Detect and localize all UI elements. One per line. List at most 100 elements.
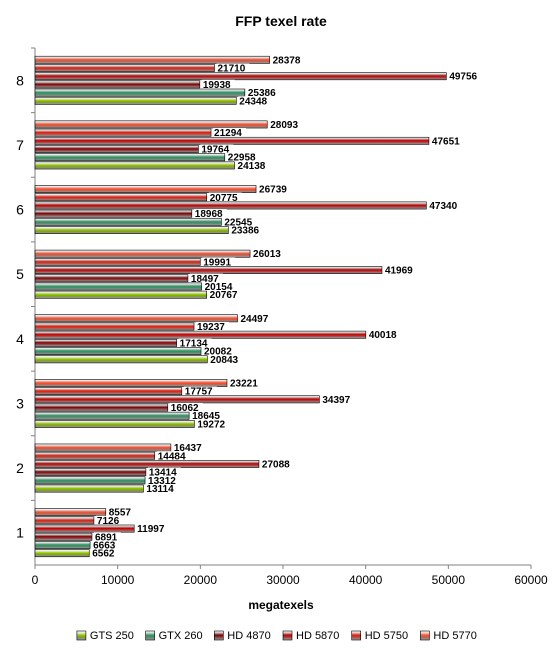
data-label-box — [201, 79, 235, 90]
data-label: 13114 — [146, 484, 174, 495]
data-label: 17134 — [180, 338, 208, 349]
data-label-box — [208, 192, 242, 202]
data-label: 13414 — [149, 468, 177, 479]
x-tick-label: 40000 — [349, 573, 383, 587]
data-label-box — [147, 467, 181, 477]
data-label: 41969 — [385, 266, 413, 277]
legend-label: HD 5870 — [296, 630, 339, 642]
data-label-box — [202, 257, 236, 267]
bar-hd-5870 — [34, 136, 430, 145]
data-label: 19991 — [203, 257, 231, 268]
bar-gts-250 — [34, 420, 195, 428]
x-tick-label: 0 — [32, 573, 39, 587]
bar-hd-5750 — [34, 64, 215, 72]
data-label-box — [236, 160, 270, 171]
category-label: 4 — [16, 331, 24, 347]
data-label-box — [213, 128, 247, 138]
bar-hd-4870 — [34, 532, 93, 541]
data-label: 25386 — [248, 88, 276, 99]
category-label: 2 — [16, 460, 24, 476]
data-label-box — [91, 548, 119, 558]
data-label-box — [178, 338, 212, 348]
data-label-box — [147, 475, 181, 485]
data-label: 20843 — [210, 355, 238, 366]
data-label: 47651 — [432, 136, 460, 147]
bar-gts-250 — [34, 96, 237, 105]
bar-hd-4870 — [34, 145, 199, 153]
x-axis-label: megatexels — [248, 598, 314, 612]
legend-label: GTX 260 — [159, 630, 203, 642]
data-label-box — [430, 136, 464, 146]
bar-hd-4870 — [34, 274, 189, 283]
bar-gtx-260 — [34, 411, 190, 420]
bar-hd-5870 — [34, 201, 427, 210]
data-label-box — [196, 321, 230, 332]
bar-hd-5870 — [34, 524, 135, 533]
data-label: 20767 — [210, 290, 238, 301]
data-label-box — [252, 249, 286, 259]
data-label: 23221 — [230, 378, 258, 389]
data-label: 16437 — [174, 443, 202, 454]
bar-hd-5770 — [34, 55, 270, 64]
data-label: 34397 — [322, 395, 350, 406]
data-label-box — [216, 63, 250, 73]
bar-gtx-260 — [34, 541, 91, 549]
data-label: 40018 — [369, 330, 397, 341]
data-label: 17757 — [185, 387, 213, 398]
x-tick-label: 10000 — [101, 573, 135, 587]
data-label-box — [271, 55, 305, 65]
bar-hd-5870 — [34, 460, 260, 468]
data-label-box — [269, 119, 303, 130]
bar-hd-5750 — [34, 322, 195, 331]
data-label-box — [203, 281, 237, 292]
data-label: 20082 — [204, 347, 232, 358]
data-label: 22958 — [228, 153, 256, 164]
data-label-box — [448, 71, 482, 81]
data-label: 6891 — [95, 532, 118, 543]
bar-gts-250 — [34, 290, 207, 299]
data-label-box — [93, 532, 121, 542]
data-label: 23386 — [231, 226, 259, 237]
category-label: 5 — [16, 266, 24, 282]
data-label: 19272 — [197, 419, 225, 430]
data-label: 24497 — [241, 314, 269, 325]
data-label-box — [209, 354, 243, 364]
data-label-box — [193, 209, 227, 219]
legend-label: HD 5770 — [433, 630, 476, 642]
data-label-box — [107, 507, 135, 517]
data-label-box — [95, 515, 123, 525]
data-label: 26739 — [259, 185, 287, 196]
category-label: 7 — [16, 137, 24, 153]
data-label: 14484 — [158, 451, 186, 462]
bar-gts-250 — [34, 226, 229, 234]
data-label: 19764 — [201, 145, 229, 156]
data-label: 28093 — [270, 120, 298, 131]
data-label: 16062 — [171, 403, 199, 414]
bar-hd-5770 — [34, 508, 107, 517]
data-label-box — [189, 273, 223, 283]
bar-hd-5750 — [34, 387, 183, 396]
bar-hd-5770 — [34, 314, 238, 323]
data-label: 8557 — [109, 508, 132, 519]
legend-swatch — [214, 630, 224, 641]
data-label: 6663 — [93, 540, 116, 551]
data-label-box — [172, 442, 206, 453]
data-label-box — [383, 265, 417, 275]
chart-title: FFP texel rate — [235, 13, 327, 29]
x-tick-label: 50000 — [432, 573, 466, 587]
bar-hd-5750 — [34, 451, 156, 460]
data-label-box — [156, 451, 190, 461]
data-label-box — [191, 411, 225, 421]
category-label: 8 — [16, 72, 24, 88]
bar-gtx-260 — [34, 476, 146, 485]
bar-hd-4870 — [34, 80, 201, 89]
category-label: 1 — [16, 525, 24, 541]
data-label-box — [321, 394, 355, 404]
data-label: 21294 — [214, 128, 242, 139]
legend-swatch — [420, 630, 430, 641]
bar-gts-250 — [34, 484, 144, 493]
data-label-box — [367, 330, 401, 340]
data-label: 19237 — [197, 322, 225, 333]
data-label: 7126 — [97, 516, 120, 527]
